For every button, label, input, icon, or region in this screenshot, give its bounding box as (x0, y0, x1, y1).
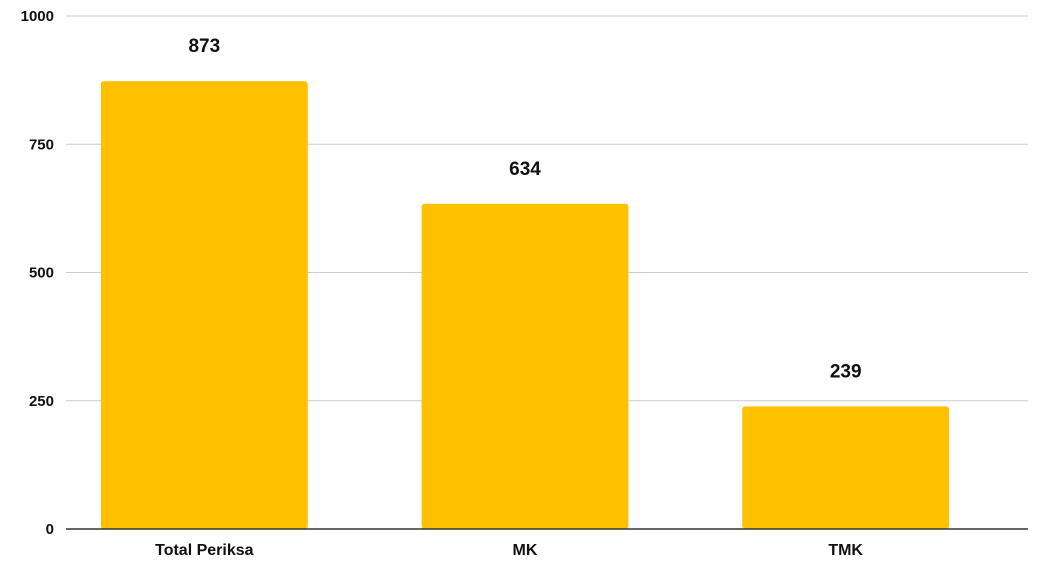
x-axis-ticks: Total Periksa MK TMK (155, 542, 863, 559)
bar-value-label: 239 (830, 361, 862, 382)
x-tick-label: MK (513, 542, 538, 559)
bar-value-label: 873 (188, 36, 220, 57)
x-tick-label: Total Periksa (155, 542, 254, 559)
y-axis-ticks: 0 250 500 750 1000 (21, 8, 54, 538)
y-tick-label: 750 (29, 136, 54, 153)
y-tick-label: 250 (29, 393, 54, 410)
y-tick-label: 500 (29, 265, 54, 282)
bar-value-label: 634 (509, 159, 541, 180)
bar (100, 81, 308, 529)
x-tick-label: TMK (828, 542, 863, 559)
y-tick-label: 0 (46, 521, 54, 538)
data-labels: 873 634 239 (188, 36, 861, 382)
y-tick-label: 1000 (21, 8, 54, 25)
bar (421, 203, 629, 529)
bars (100, 81, 950, 529)
bar (742, 406, 950, 529)
